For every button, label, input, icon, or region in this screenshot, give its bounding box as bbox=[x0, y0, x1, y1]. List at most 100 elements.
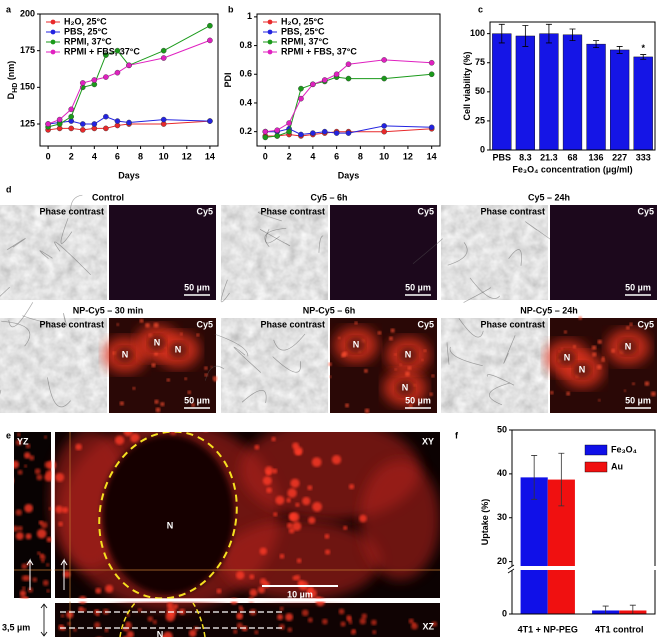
legend-marker bbox=[50, 39, 56, 45]
bar bbox=[520, 477, 548, 614]
cell-outline bbox=[204, 365, 225, 381]
particle bbox=[132, 386, 136, 390]
panel-label: b bbox=[228, 4, 234, 14]
data-point bbox=[68, 113, 75, 120]
vesicle bbox=[259, 547, 267, 555]
vesicle bbox=[279, 553, 285, 559]
group-title: NP-Cy5 – 24h bbox=[520, 305, 578, 315]
xz-view bbox=[55, 603, 440, 637]
vesicle bbox=[290, 478, 300, 488]
vesicle bbox=[152, 619, 158, 625]
particle bbox=[413, 383, 416, 387]
particle bbox=[164, 346, 167, 349]
data-point bbox=[114, 69, 121, 76]
vesicle bbox=[227, 415, 236, 424]
data-point bbox=[321, 128, 328, 135]
data-point bbox=[103, 52, 109, 58]
vesicle bbox=[94, 622, 101, 629]
vesicle bbox=[195, 414, 203, 422]
cell-outline bbox=[264, 227, 287, 247]
x-tick-label: 4 bbox=[92, 151, 97, 161]
group-title: NP-Cy5 – 30 min bbox=[73, 305, 144, 315]
vesicle bbox=[39, 553, 44, 558]
data-point bbox=[114, 118, 121, 124]
particle bbox=[180, 332, 183, 336]
particle bbox=[191, 403, 196, 407]
vesicle bbox=[126, 613, 130, 617]
vesicle bbox=[37, 551, 41, 555]
vesicle bbox=[55, 472, 65, 482]
y-tick-label: 20 bbox=[497, 556, 507, 566]
vesicle bbox=[173, 604, 179, 609]
particle bbox=[377, 331, 382, 335]
vesicle bbox=[322, 618, 328, 625]
vesicle bbox=[123, 432, 133, 437]
cell-outline bbox=[69, 194, 83, 213]
scale-bar-label: 50 µm bbox=[625, 282, 651, 292]
xz-dashes bbox=[60, 611, 285, 629]
nucleus-label: N bbox=[402, 382, 409, 392]
bar bbox=[515, 35, 535, 151]
data-point bbox=[79, 127, 86, 133]
y-tick-label: 40 bbox=[497, 468, 507, 478]
particle bbox=[196, 333, 200, 337]
error-bar bbox=[545, 23, 552, 44]
vesicle bbox=[16, 432, 21, 437]
fluor-label: Cy5 bbox=[417, 206, 434, 216]
x-tick-label: 12 bbox=[182, 151, 192, 161]
cell-outline bbox=[486, 374, 515, 386]
particle bbox=[364, 408, 370, 414]
phase-image bbox=[221, 318, 328, 413]
fluor-label: Cy5 bbox=[196, 206, 213, 216]
vesicle bbox=[123, 636, 129, 637]
view-label: YZ bbox=[17, 436, 29, 446]
scale-bar-label: 50 µm bbox=[405, 282, 431, 292]
nucleus bbox=[116, 347, 134, 363]
x-tick-label: 0 bbox=[46, 151, 51, 161]
particle bbox=[354, 321, 358, 325]
vesicle bbox=[2, 575, 10, 583]
cell-outline bbox=[463, 287, 491, 303]
vesicle bbox=[287, 488, 297, 498]
cell-outline bbox=[446, 342, 450, 365]
nucleus bbox=[169, 342, 187, 358]
data-point bbox=[286, 120, 292, 126]
vesicle bbox=[295, 502, 300, 508]
nucleus bbox=[347, 337, 365, 353]
nucleus bbox=[558, 350, 576, 366]
vesicle bbox=[29, 455, 35, 461]
vesicle bbox=[257, 586, 265, 594]
vesicle bbox=[236, 622, 243, 629]
confocal-image bbox=[2, 414, 440, 637]
data-point bbox=[345, 61, 352, 68]
y-tick-label: 125 bbox=[20, 118, 35, 128]
legend-label: Fe₃O₄ bbox=[611, 444, 637, 454]
particle bbox=[364, 369, 368, 373]
particle bbox=[112, 351, 117, 355]
y-tick-label: 0.2 bbox=[239, 126, 252, 136]
data-point bbox=[45, 121, 51, 127]
panel-label: d bbox=[6, 184, 12, 194]
vesicle bbox=[42, 579, 49, 586]
legend-marker bbox=[267, 29, 273, 35]
cell-outline bbox=[273, 333, 306, 351]
vesicle bbox=[46, 536, 52, 543]
vesicle bbox=[147, 616, 154, 622]
data-point bbox=[298, 131, 304, 138]
depth-label: 3,5 µm bbox=[2, 622, 30, 632]
particle bbox=[429, 392, 433, 396]
vesicle bbox=[249, 574, 255, 580]
vesicle bbox=[97, 636, 101, 637]
data-point bbox=[207, 22, 213, 29]
vesicle bbox=[82, 607, 87, 612]
data-point bbox=[160, 116, 167, 123]
vesicle bbox=[233, 629, 238, 634]
data-point bbox=[381, 123, 387, 129]
data-point bbox=[103, 125, 109, 132]
vesicle bbox=[279, 624, 285, 630]
vesicle bbox=[308, 516, 316, 524]
y-axis-label-text: D bbox=[6, 92, 16, 99]
data-point bbox=[103, 74, 109, 80]
fluor-image bbox=[550, 205, 657, 300]
